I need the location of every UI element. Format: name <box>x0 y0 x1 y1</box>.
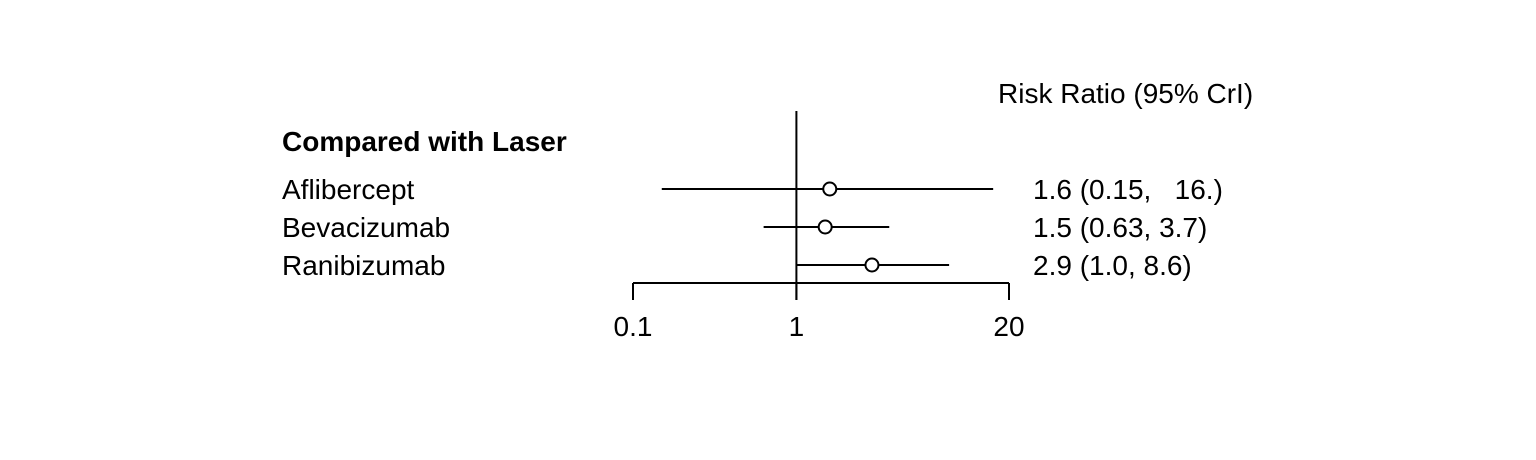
estimate-text: 2.9 (1.0, 8.6) <box>1033 250 1192 281</box>
rows-layer: Aflibercept 1.6 (0.15, 16.) Bevacizumab 1.5… <box>282 174 1223 281</box>
estimate-text: 1.6 (0.15, 16.) <box>1033 174 1223 205</box>
row-label: Bevacizumab <box>282 212 450 243</box>
x-axis: 0.1 1 20 <box>614 282 1025 342</box>
column-header: Risk Ratio (95% CrI) <box>998 78 1253 109</box>
row-label: Ranibizumab <box>282 250 445 281</box>
row-label: Aflibercept <box>282 174 415 205</box>
tick-label: 20 <box>993 311 1024 342</box>
estimate-point <box>864 257 880 273</box>
tick-label: 0.1 <box>614 311 653 342</box>
group-header: Compared with Laser <box>282 126 567 157</box>
tick-label: 1 <box>789 311 805 342</box>
estimate-text: 1.5 (0.63, 3.7) <box>1033 212 1207 243</box>
estimate-point <box>822 181 838 197</box>
estimate-point <box>817 219 833 235</box>
